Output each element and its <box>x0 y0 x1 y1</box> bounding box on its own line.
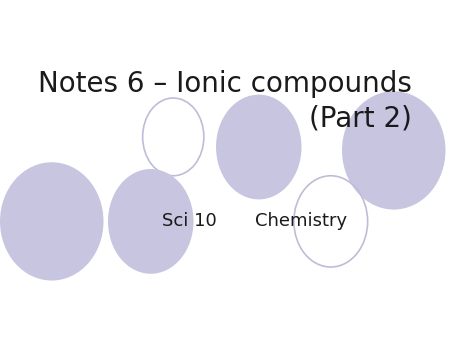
Ellipse shape <box>342 91 446 210</box>
Ellipse shape <box>108 169 194 274</box>
Ellipse shape <box>0 162 104 281</box>
Ellipse shape <box>216 95 302 199</box>
Text: Chemistry: Chemistry <box>256 212 347 231</box>
Text: Notes 6 – Ionic compounds
(Part 2): Notes 6 – Ionic compounds (Part 2) <box>38 70 412 133</box>
Text: Sci 10: Sci 10 <box>162 212 216 231</box>
